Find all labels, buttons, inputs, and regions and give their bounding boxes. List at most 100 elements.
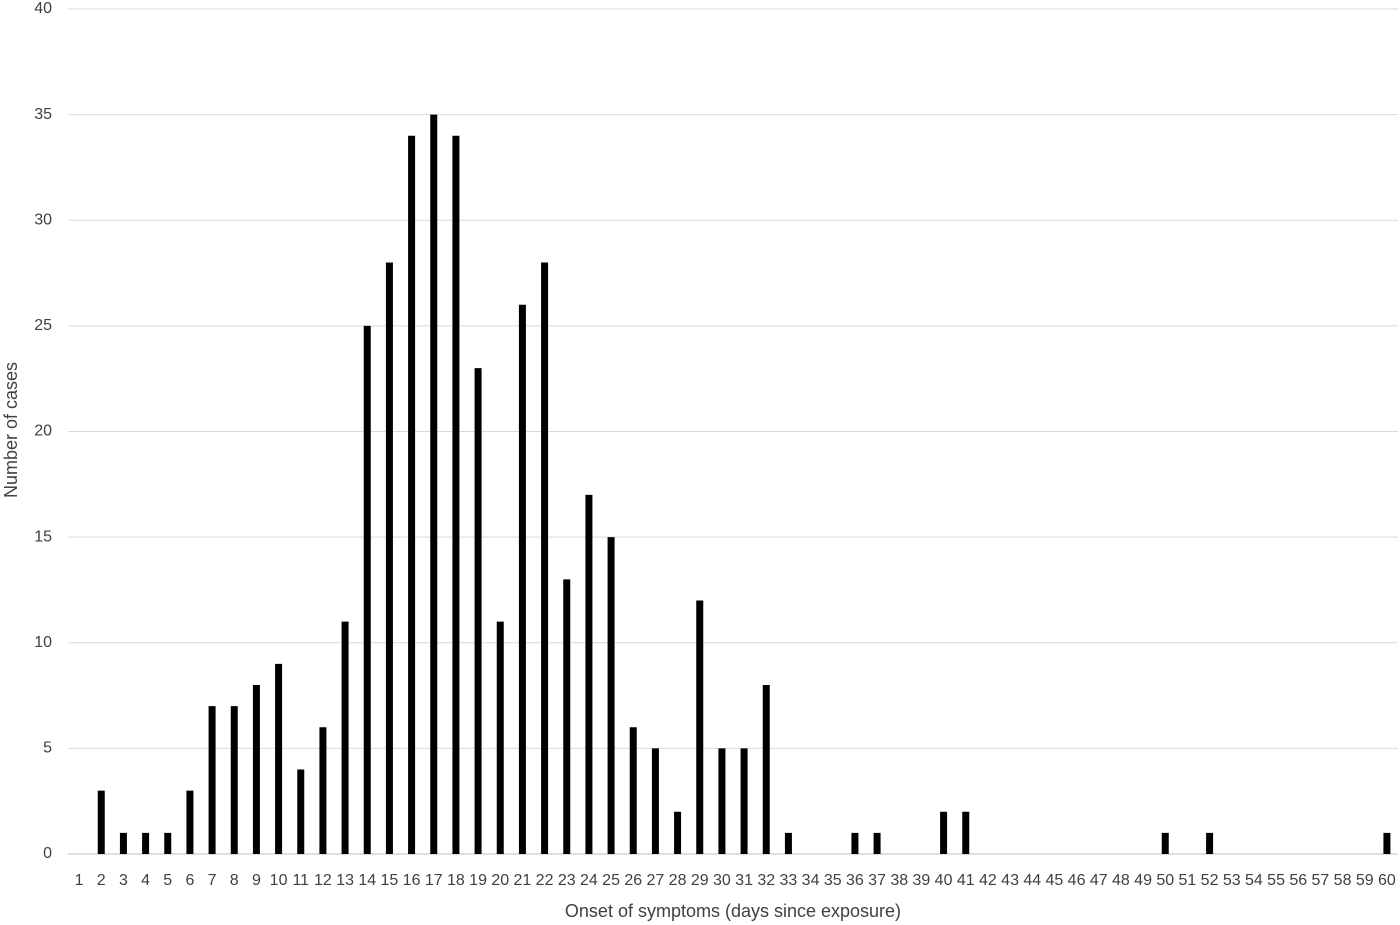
bar xyxy=(319,727,327,854)
x-tick-label: 36 xyxy=(846,872,864,889)
bar xyxy=(408,135,416,854)
x-tick-label: 45 xyxy=(1046,872,1064,889)
bar xyxy=(940,811,948,854)
y-tick-label: 0 xyxy=(43,845,52,862)
x-tick-label: 7 xyxy=(208,872,217,889)
bar xyxy=(186,790,194,854)
x-tick-label: 8 xyxy=(230,872,239,889)
x-tick-label: 43 xyxy=(1001,872,1019,889)
x-tick-label: 31 xyxy=(735,872,753,889)
x-tick-label: 4 xyxy=(141,872,150,889)
x-tick-label: 39 xyxy=(913,872,931,889)
bar xyxy=(563,579,571,854)
x-tick-label: 14 xyxy=(358,872,376,889)
y-tick-label: 35 xyxy=(34,106,52,123)
y-tick-label: 10 xyxy=(34,634,52,651)
bar xyxy=(762,685,770,854)
x-tick-label: 24 xyxy=(580,872,598,889)
y-tick-label: 25 xyxy=(34,317,52,334)
bar xyxy=(496,621,504,854)
bar xyxy=(230,706,238,854)
bar xyxy=(363,325,371,854)
x-tick-label: 15 xyxy=(381,872,399,889)
bar xyxy=(585,494,593,854)
x-tick-label: 47 xyxy=(1090,872,1108,889)
x-tick-label: 10 xyxy=(270,872,288,889)
x-tick-label: 34 xyxy=(802,872,820,889)
bar xyxy=(607,537,615,854)
bar xyxy=(341,621,349,854)
x-tick-label: 55 xyxy=(1267,872,1285,889)
x-tick-label: 56 xyxy=(1289,872,1307,889)
bar xyxy=(208,706,216,854)
x-tick-label: 28 xyxy=(669,872,687,889)
bar xyxy=(119,832,127,854)
x-tick-label: 53 xyxy=(1223,872,1241,889)
bar xyxy=(164,832,172,854)
y-tick-label: 30 xyxy=(34,211,52,228)
bar xyxy=(629,727,637,854)
y-tick-label: 20 xyxy=(34,423,52,440)
x-tick-label: 42 xyxy=(979,872,997,889)
x-tick-label: 48 xyxy=(1112,872,1130,889)
x-tick-label: 30 xyxy=(713,872,731,889)
x-tick-label: 49 xyxy=(1134,872,1152,889)
x-tick-label: 9 xyxy=(252,872,261,889)
bar xyxy=(718,748,726,854)
bar xyxy=(452,135,460,854)
x-tick-label: 52 xyxy=(1201,872,1219,889)
x-tick-label: 46 xyxy=(1068,872,1086,889)
x-axis-title: Onset of symptoms (days since exposure) xyxy=(565,901,901,921)
bar xyxy=(1383,832,1391,854)
x-tick-label: 11 xyxy=(292,872,309,889)
bar xyxy=(740,748,748,854)
x-tick-label: 2 xyxy=(97,872,106,889)
bar xyxy=(474,368,482,854)
x-tick-label: 35 xyxy=(824,872,842,889)
bar xyxy=(962,811,970,854)
x-tick-label: 33 xyxy=(780,872,798,889)
x-tick-label: 50 xyxy=(1156,872,1174,889)
x-tick-label: 37 xyxy=(868,872,886,889)
x-tick-label: 5 xyxy=(163,872,172,889)
x-tick-label: 38 xyxy=(890,872,908,889)
bar xyxy=(541,262,549,854)
bar xyxy=(674,811,682,854)
x-tick-label: 27 xyxy=(647,872,665,889)
x-tick-label: 40 xyxy=(935,872,953,889)
x-tick-label: 25 xyxy=(602,872,620,889)
x-tick-label: 54 xyxy=(1245,872,1263,889)
x-tick-label: 16 xyxy=(403,872,421,889)
y-tick-label: 5 xyxy=(43,740,52,757)
bar xyxy=(275,663,283,854)
x-tick-label: 12 xyxy=(314,872,332,889)
bar xyxy=(651,748,659,854)
bar xyxy=(518,304,526,854)
x-tick-label: 44 xyxy=(1023,872,1041,889)
y-axis-title: Number of cases xyxy=(1,362,21,498)
y-tick-label: 40 xyxy=(34,0,52,17)
x-tick-label: 19 xyxy=(469,872,487,889)
bar xyxy=(851,832,859,854)
x-tick-label: 13 xyxy=(336,872,354,889)
bar xyxy=(873,832,881,854)
x-tick-label: 29 xyxy=(691,872,709,889)
x-tick-label: 1 xyxy=(75,872,84,889)
x-tick-label: 58 xyxy=(1334,872,1352,889)
x-tick-label: 17 xyxy=(425,872,443,889)
bar xyxy=(252,685,260,854)
x-tick-label: 57 xyxy=(1312,872,1330,889)
bar xyxy=(1206,832,1214,854)
x-tick-label: 59 xyxy=(1356,872,1374,889)
bar xyxy=(696,600,704,854)
bar xyxy=(297,769,305,854)
x-tick-label: 60 xyxy=(1378,872,1396,889)
x-tick-label: 3 xyxy=(119,872,128,889)
bar xyxy=(1161,832,1169,854)
x-tick-label: 22 xyxy=(536,872,554,889)
bar xyxy=(385,262,393,854)
bar xyxy=(784,832,792,854)
x-tick-label: 51 xyxy=(1179,872,1197,889)
x-tick-label: 6 xyxy=(185,872,194,889)
